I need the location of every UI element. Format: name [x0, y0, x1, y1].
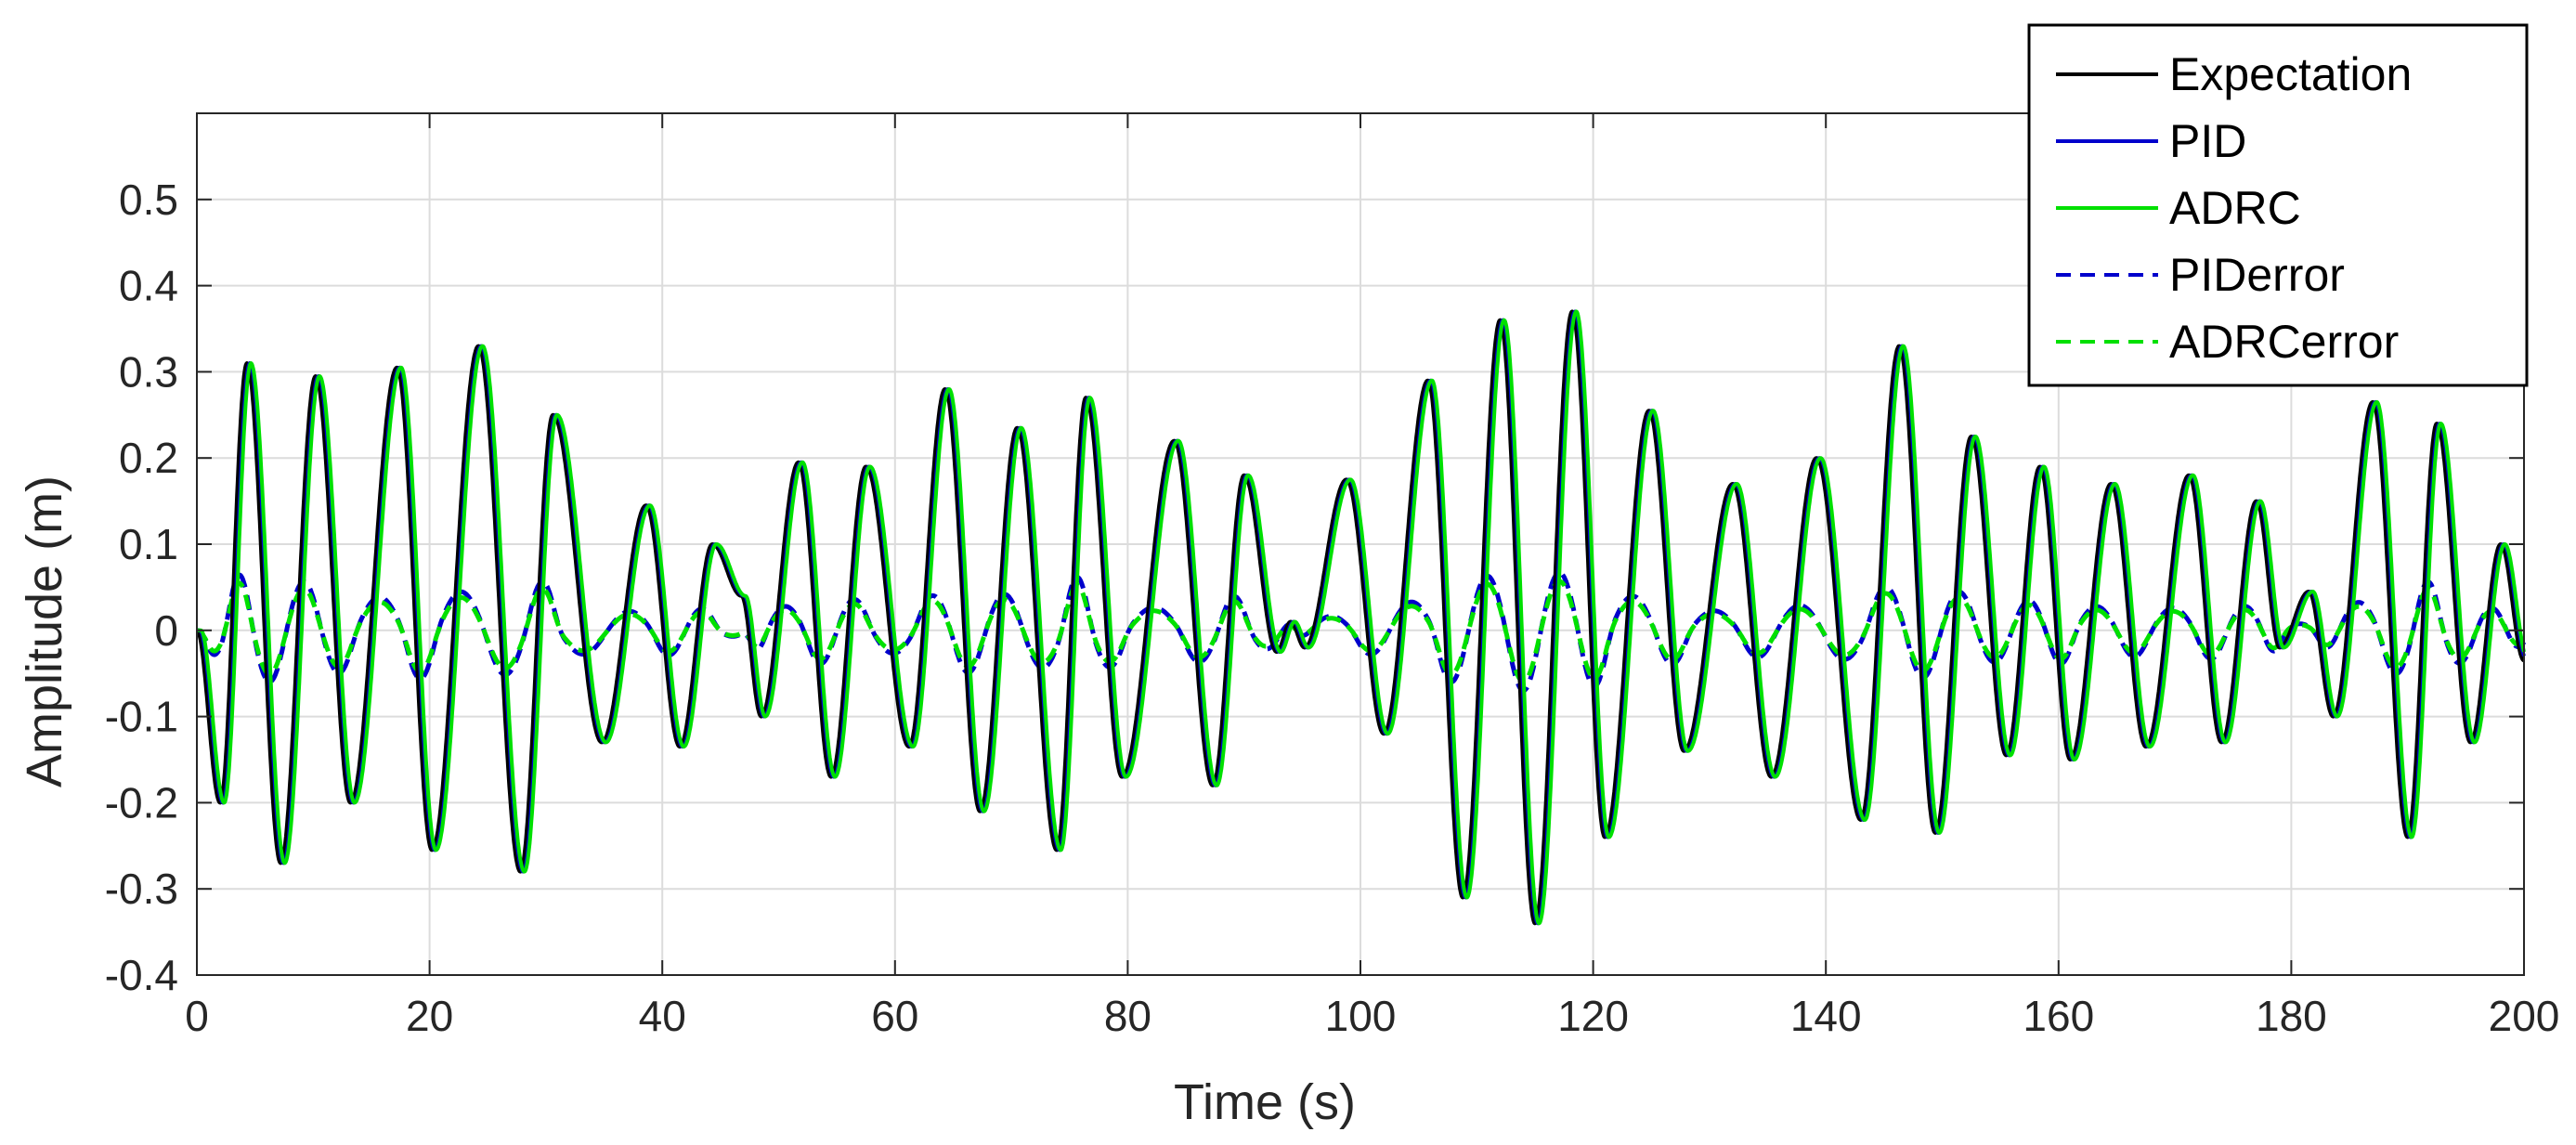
- legend: Expectation PID ADRC PIDerror ADRCerror: [2027, 23, 2529, 387]
- y-tick-label: -0.2: [105, 778, 178, 826]
- series-adrc-line: [195, 309, 2526, 926]
- y-tick-label: 0: [154, 606, 178, 655]
- y-tick-label: -0.3: [105, 865, 178, 913]
- x-tick-label: 160: [2023, 992, 2094, 1040]
- x-tick-label: 60: [871, 992, 918, 1040]
- x-tick-label: 80: [1104, 992, 1151, 1040]
- y-tick-label: -0.1: [105, 693, 178, 741]
- x-tick-label: 180: [2256, 992, 2327, 1040]
- y-tick-label: 0.3: [119, 347, 178, 396]
- y-axis-title: Amplitude (m): [17, 475, 72, 787]
- x-tick-label: 20: [406, 992, 453, 1040]
- x-tick-label: 120: [1557, 992, 1629, 1040]
- x-axis-ticks: 0 20 40 60 80 100 120 140 160 180 200: [185, 113, 2559, 1040]
- series-expectation-line: [195, 309, 2526, 926]
- x-tick-label: 40: [639, 992, 686, 1040]
- x-tick-label: 0: [185, 992, 209, 1040]
- y-tick-label: -0.4: [105, 951, 178, 999]
- x-tick-label: 200: [2489, 992, 2560, 1040]
- x-tick-label: 100: [1325, 992, 1397, 1040]
- legend-box: [2027, 23, 2529, 387]
- legend-label-expectation: Expectation: [2169, 48, 2412, 100]
- y-tick-label: 0.4: [119, 262, 178, 310]
- legend-label-piderror: PIDerror: [2169, 249, 2345, 301]
- y-tick-label: 0.5: [119, 176, 178, 224]
- legend-label-adrcerror: ADRCerror: [2169, 316, 2399, 368]
- legend-label-pid: PID: [2169, 115, 2246, 167]
- x-tick-label: 140: [1790, 992, 1862, 1040]
- series-layer: [195, 309, 2527, 926]
- x-axis-title: Time (s): [1174, 1074, 1356, 1130]
- y-tick-label: 0.2: [119, 434, 178, 482]
- legend-label-adrc: ADRC: [2169, 182, 2301, 234]
- y-tick-label: 0.1: [119, 520, 178, 568]
